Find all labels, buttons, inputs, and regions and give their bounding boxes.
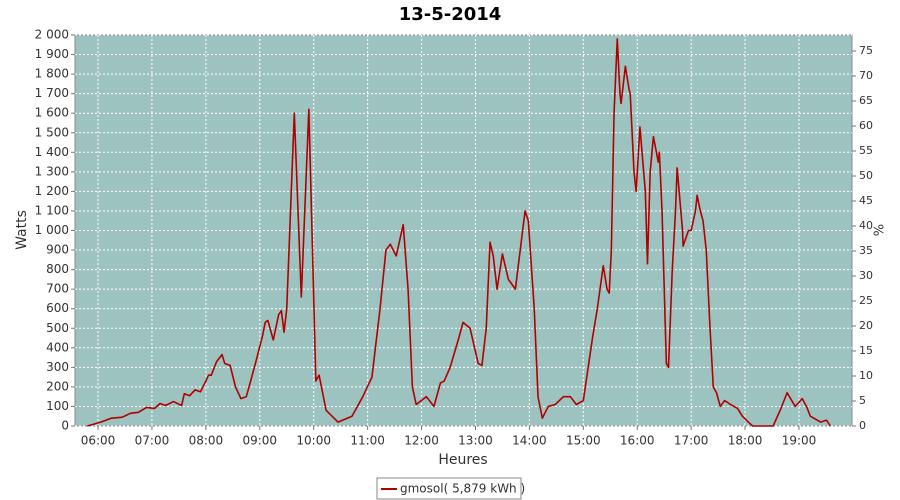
x-tick-label: 13:00 [458, 434, 493, 448]
x-tick-label: 09:00 [242, 434, 277, 448]
y-tick-label: 2 000 [35, 28, 69, 42]
y-tick-label: 100 [46, 399, 69, 413]
y-tick-label: 800 [46, 262, 69, 276]
y-tick-label: 400 [46, 340, 69, 354]
y2-tick-label: 30 [859, 269, 873, 282]
y-tick-label: 1 800 [35, 67, 69, 81]
y-tick-label: 1 200 [35, 184, 69, 198]
x-tick-label: 08:00 [189, 434, 224, 448]
y2-tick-label: 45 [859, 194, 873, 207]
x-tick-label: 11:00 [350, 434, 385, 448]
y-tick-label: 1 300 [35, 164, 69, 178]
y-tick-label: 700 [46, 282, 69, 296]
y-tick-label: 200 [46, 379, 69, 393]
y2-tick-label: 55 [859, 144, 873, 157]
y2-tick-label: 15 [859, 344, 873, 357]
y2-axis-label: % [873, 224, 888, 236]
legend-label: gmosol( 5,879 kWh ) [400, 482, 525, 496]
y2-tick-label: 0 [859, 419, 866, 432]
legend [376, 477, 522, 500]
y2-tick-label: 75 [859, 44, 873, 57]
y-tick-label: 1 900 [35, 47, 69, 61]
y2-tick-label: 10 [859, 369, 873, 382]
y-tick-label: 1 100 [35, 203, 69, 217]
y2-tick-label: 40 [859, 219, 873, 232]
x-tick-label: 15:00 [566, 434, 601, 448]
y-axis-label: Watts [14, 210, 30, 250]
y2-tick-label: 65 [859, 94, 873, 107]
x-tick-label: 10:00 [296, 434, 331, 448]
x-tick-label: 12:00 [404, 434, 439, 448]
y-tick-label: 1 600 [35, 106, 69, 120]
y-tick-label: 500 [46, 321, 69, 335]
y2-tick-label: 5 [859, 394, 866, 407]
x-axis-label: Heures [438, 452, 487, 468]
x-tick-label: 19:00 [782, 434, 817, 448]
x-tick-label: 16:00 [620, 434, 655, 448]
y-tick-label: 600 [46, 301, 69, 315]
y-tick-label: 1 700 [35, 86, 69, 100]
y-tick-label: 900 [46, 243, 69, 257]
x-tick-label: 06:00 [81, 434, 116, 448]
data-line [87, 38, 831, 427]
x-tick-label: 18:00 [728, 434, 763, 448]
y2-tick-label: 70 [859, 69, 873, 82]
x-tick-label: 17:00 [674, 434, 709, 448]
y-tick-label: 300 [46, 360, 69, 374]
y-tick-label: 1 400 [35, 145, 69, 159]
x-tick-label: 14:00 [512, 434, 547, 448]
x-tick-label: 07:00 [135, 434, 170, 448]
y-tick-label: 0 [61, 419, 69, 433]
y2-tick-label: 20 [859, 319, 873, 332]
y2-tick-label: 60 [859, 119, 873, 132]
y2-tick-label: 25 [859, 294, 873, 307]
chart-title: 13-5-2014 [399, 4, 502, 25]
legend-box [376, 477, 522, 500]
y-tick-label: 1 000 [35, 223, 69, 237]
y2-tick-label: 50 [859, 169, 873, 182]
y2-tick-label: 35 [859, 244, 873, 257]
y-tick-label: 1 500 [35, 125, 69, 139]
